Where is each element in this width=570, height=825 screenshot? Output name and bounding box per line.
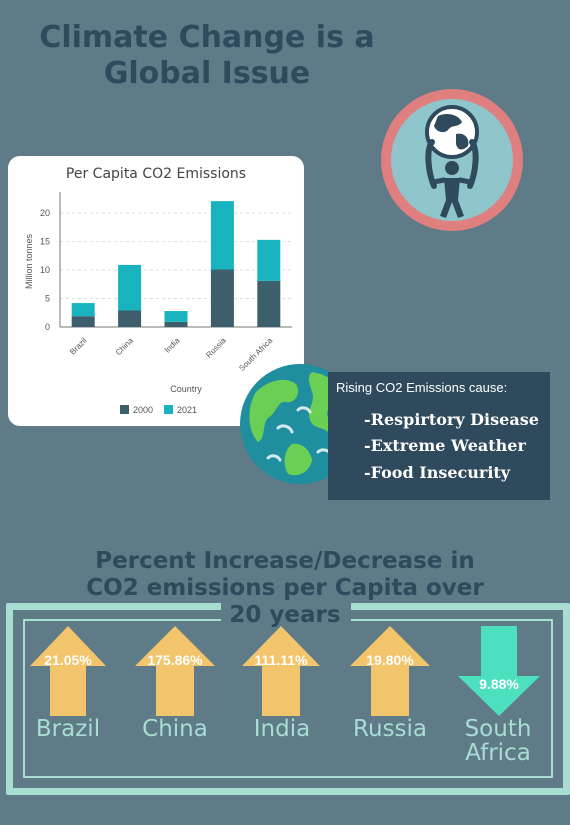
causes-panel: Rising CO2 Emissions cause: -Respirtory …	[328, 372, 550, 500]
cause-item: -Respirtory Disease	[364, 410, 539, 429]
page-title: Climate Change is a Global Issue	[22, 20, 392, 92]
bar-2000-brazil	[71, 316, 95, 327]
emissions-chart-card: Per Capita CO2 Emissions 0 5 10 15 20 Million…	[8, 156, 304, 426]
country-label-india: India	[253, 716, 311, 742]
percent-value-russia: 19.80%	[366, 652, 414, 668]
y-axis-label: Million tonnes	[24, 233, 34, 289]
legend-label-2000: 2000	[133, 405, 153, 415]
bar-2000-south-africa	[257, 280, 281, 327]
percent-value-china: 175.86%	[147, 652, 203, 668]
percent-heading-line-1: Percent Increase/Decrease in	[95, 548, 475, 574]
arrow-up-icon: 175.86%	[135, 626, 215, 716]
cause-item: -Food Insecurity	[364, 463, 511, 482]
x-tick-label: Brazil	[68, 336, 89, 357]
arrow-up-icon: 21.05%	[30, 626, 106, 716]
country-label-china: China	[142, 716, 208, 742]
y-tick-label: 0	[45, 322, 50, 332]
bar-2021-india	[164, 311, 188, 322]
emissions-chart: 0 5 10 15 20 Million tonnes Brazil China India Ru…	[24, 192, 292, 415]
bar-2021-russia	[210, 201, 234, 270]
legend-swatch-2000	[120, 405, 129, 414]
country-label-russia: Russia	[353, 716, 427, 742]
y-tick-label: 10	[40, 265, 50, 275]
arrow-down-icon: 9.88%	[458, 626, 540, 716]
arrow-up-icon: 111.11%	[242, 626, 320, 716]
arrow-up-icon: 19.80%	[350, 626, 430, 716]
chart-title: Per Capita CO2 Emissions	[65, 166, 247, 182]
x-tick-label: India	[163, 336, 182, 355]
bar-2000-india	[164, 321, 188, 327]
percent-value-brazil: 21.05%	[44, 652, 92, 668]
frame-mask	[221, 598, 351, 626]
bar-2000-russia	[210, 269, 234, 327]
percent-value-south-africa: 9.88%	[479, 676, 519, 692]
x-tick-label: China	[114, 336, 136, 358]
percent-value-india: 111.11%	[254, 652, 308, 668]
title-line-2: Global Issue	[103, 56, 311, 91]
percent-heading-line-3: 20 years	[229, 602, 341, 628]
legend-swatch-2021	[164, 405, 173, 414]
percent-heading-line-2: CO2 emissions per Capita over	[86, 575, 484, 601]
cause-item: -Extreme Weather	[364, 436, 526, 455]
title-line-1: Climate Change is a	[39, 20, 375, 55]
atlas-globe-icon	[372, 82, 532, 238]
x-tick-label: Russia	[204, 336, 228, 360]
bar-2000-china	[118, 310, 142, 327]
percent-heading: Percent Increase/Decrease in CO2 emissio…	[50, 548, 520, 629]
bar-2021-brazil	[71, 303, 95, 317]
y-tick-label: 5	[45, 294, 50, 304]
country-label-south-africa: South Africa	[464, 716, 532, 766]
legend-label-2021: 2021	[177, 405, 197, 415]
bar-2021-south-africa	[257, 239, 281, 281]
y-tick-label: 15	[40, 237, 50, 247]
y-tick-label: 20	[40, 208, 50, 218]
causes-heading: Rising CO2 Emissions cause:	[336, 380, 508, 395]
country-label-brazil: Brazil	[35, 716, 101, 742]
bar-2021-china	[118, 264, 142, 311]
x-axis-label: Country	[170, 384, 202, 394]
